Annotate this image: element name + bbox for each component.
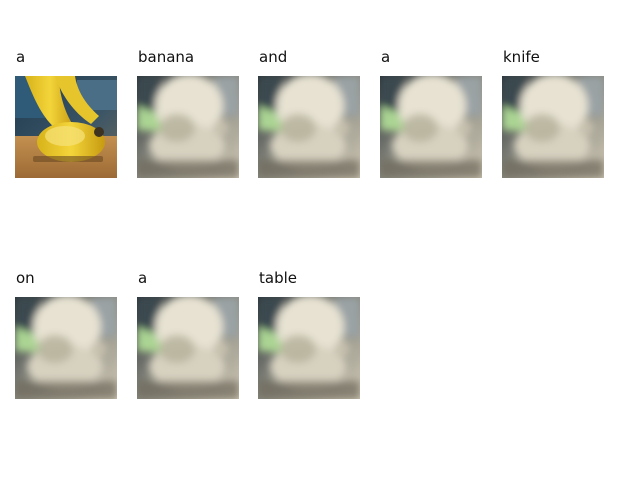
word-label: a xyxy=(381,48,391,66)
word-label: banana xyxy=(138,48,195,66)
attention-map-image xyxy=(380,76,482,178)
attention-map-image xyxy=(137,76,239,178)
attention-map-image xyxy=(258,297,360,399)
banana-photo-image xyxy=(15,76,117,178)
attention-map-image xyxy=(258,76,360,178)
attention-map-image xyxy=(137,297,239,399)
word-label: on xyxy=(16,269,35,287)
word-label: and xyxy=(259,48,288,66)
word-label: a xyxy=(16,48,26,66)
word-label: table xyxy=(259,269,297,287)
attention-map-image xyxy=(502,76,604,178)
word-label: a xyxy=(138,269,148,287)
attention-map-image xyxy=(15,297,117,399)
word-label: knife xyxy=(503,48,540,66)
